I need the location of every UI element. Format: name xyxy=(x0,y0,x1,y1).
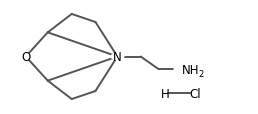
Text: 2: 2 xyxy=(199,70,204,79)
Text: H: H xyxy=(161,87,170,100)
Circle shape xyxy=(174,67,187,72)
Text: NH: NH xyxy=(182,63,199,76)
Text: N: N xyxy=(113,51,122,63)
Circle shape xyxy=(19,54,32,60)
Circle shape xyxy=(111,54,124,60)
Text: Cl: Cl xyxy=(189,87,201,100)
Text: O: O xyxy=(21,51,30,63)
